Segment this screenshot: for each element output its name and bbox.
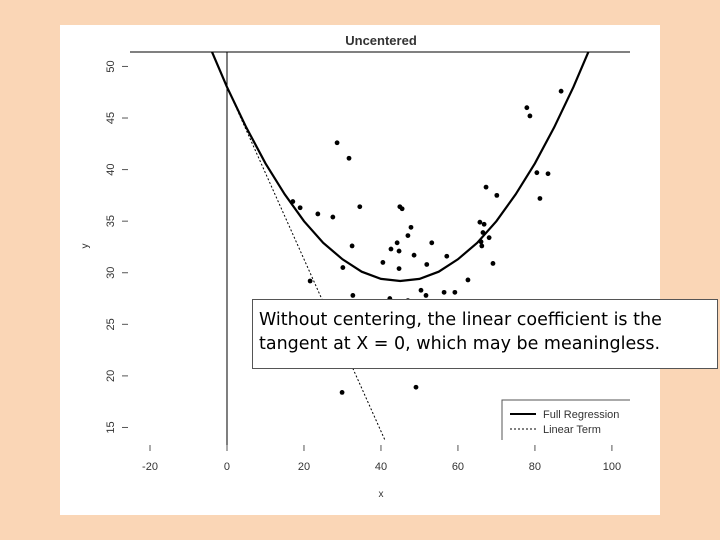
y-tick-label: 50 bbox=[105, 60, 117, 72]
x-axis-label: x bbox=[379, 489, 384, 500]
data-point bbox=[349, 243, 355, 249]
regression-line bbox=[210, 52, 590, 283]
data-point bbox=[334, 140, 340, 146]
plot-area bbox=[210, 52, 590, 445]
data-point bbox=[524, 105, 530, 111]
data-point bbox=[481, 221, 487, 227]
legend: Full Regression Linear Term bbox=[501, 399, 630, 440]
data-point bbox=[424, 262, 430, 267]
y-tick-label: 30 bbox=[105, 267, 117, 279]
data-point bbox=[380, 260, 386, 265]
data-point bbox=[477, 219, 483, 225]
data-point bbox=[297, 205, 303, 211]
data-point bbox=[290, 199, 296, 204]
data-point bbox=[480, 230, 486, 235]
data-point bbox=[452, 289, 458, 295]
y-tick-label: 20 bbox=[105, 370, 117, 382]
data-point bbox=[490, 261, 496, 266]
x-tick-label: -20 bbox=[142, 461, 158, 473]
y-tick-label: 25 bbox=[105, 318, 117, 330]
data-point bbox=[408, 224, 414, 230]
callout: Without centering, the linear coefficien… bbox=[252, 299, 718, 369]
regression-line bbox=[226, 86, 386, 441]
data-point bbox=[479, 243, 485, 249]
callout-line: tangent at X = 0, which may be meaningle… bbox=[259, 334, 661, 354]
y-tick-label: 15 bbox=[105, 421, 117, 433]
data-point bbox=[388, 246, 394, 252]
data-point bbox=[486, 235, 492, 241]
data-point bbox=[483, 184, 489, 190]
x-tick-label: 40 bbox=[375, 461, 387, 473]
x-tick-label: 60 bbox=[452, 461, 464, 473]
data-point bbox=[465, 277, 471, 283]
data-point bbox=[558, 88, 564, 94]
data-point bbox=[399, 206, 405, 212]
data-point bbox=[405, 233, 411, 239]
data-point bbox=[418, 287, 424, 293]
data-point bbox=[350, 293, 356, 298]
data-point bbox=[444, 253, 450, 259]
callout-line: Without centering, the linear coefficien… bbox=[259, 310, 662, 330]
y-tick-label: 35 bbox=[105, 215, 117, 227]
x-tick-label: 20 bbox=[298, 461, 310, 473]
legend-label: Full Regression bbox=[543, 409, 619, 421]
data-point bbox=[330, 214, 336, 220]
data-point bbox=[339, 389, 345, 395]
chart-title: Uncentered bbox=[345, 33, 417, 48]
data-point bbox=[441, 289, 447, 295]
y-tick-label: 40 bbox=[105, 163, 117, 175]
data-point bbox=[527, 113, 533, 119]
y-axis-label: y bbox=[80, 244, 91, 249]
data-point bbox=[423, 293, 429, 298]
data-point bbox=[315, 211, 321, 217]
data-point bbox=[396, 266, 402, 272]
legend-box bbox=[501, 399, 630, 440]
x-tick-label: 0 bbox=[224, 461, 230, 473]
data-point bbox=[494, 192, 500, 198]
data-point bbox=[396, 248, 402, 254]
data-point bbox=[357, 204, 363, 210]
data-point bbox=[394, 240, 400, 246]
x-tick-label: 80 bbox=[529, 461, 541, 473]
data-point bbox=[478, 239, 484, 245]
data-point bbox=[537, 196, 543, 201]
data-point bbox=[534, 170, 540, 176]
data-point bbox=[307, 278, 313, 284]
y-tick-label: 45 bbox=[105, 112, 117, 124]
legend-label: Linear Term bbox=[543, 424, 601, 436]
x-tick-label: 100 bbox=[603, 461, 621, 473]
data-point bbox=[429, 240, 435, 246]
data-point bbox=[545, 171, 551, 177]
data-point bbox=[346, 155, 352, 161]
data-point bbox=[340, 265, 346, 270]
data-point bbox=[411, 252, 417, 258]
data-point bbox=[413, 384, 419, 390]
